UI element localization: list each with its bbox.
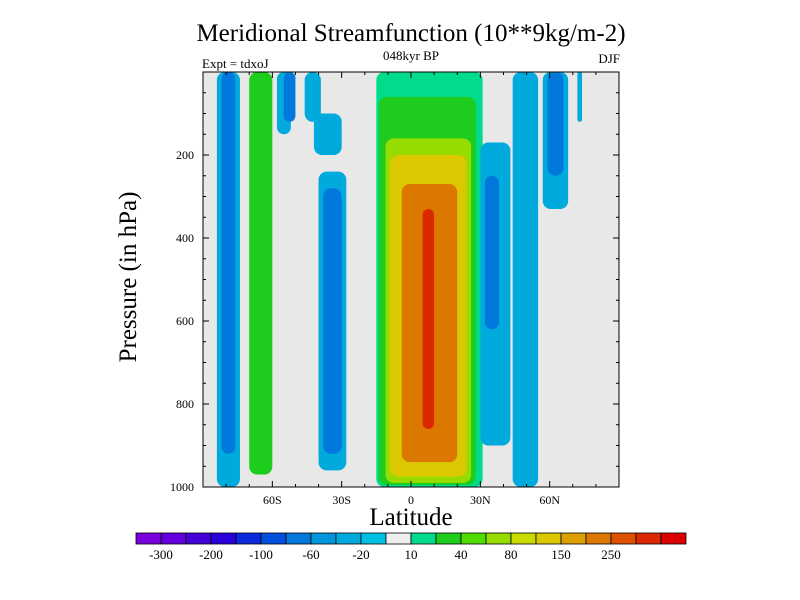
colorbar-label: -20 <box>352 547 369 562</box>
x-tick-label: 60N <box>539 493 560 507</box>
colorbar-label: 40 <box>455 547 468 562</box>
contour-cell <box>512 72 539 487</box>
colorbar-label: 250 <box>601 547 621 562</box>
colorbar-box <box>135 532 162 545</box>
colorbar-label: 10 <box>405 547 418 562</box>
contour-cell <box>547 72 564 176</box>
y-tick-label: 400 <box>176 231 194 245</box>
y-tick-label: 600 <box>176 314 194 328</box>
plot-area: 60S 30S 0 30N 60N 200 400 600 800 1000 <box>170 71 620 507</box>
colorbar-label: -100 <box>249 547 273 562</box>
contour-cell <box>323 188 342 454</box>
x-tick-label: 0 <box>408 493 414 507</box>
colorbar-label: -200 <box>199 547 223 562</box>
y-axis-label: Pressure (in hPa) <box>115 192 142 363</box>
colorbar-box <box>185 532 212 545</box>
colorbar-box <box>385 532 412 545</box>
colorbar-box <box>460 532 487 545</box>
y-axis: 200 400 600 800 1000 <box>170 71 619 494</box>
colorbar-box <box>485 532 512 545</box>
chart-subtitle: 048kyr BP <box>383 48 439 63</box>
colorbar-label: -60 <box>302 547 319 562</box>
y-tick-label: 200 <box>176 148 194 162</box>
x-tick-label: 30S <box>332 493 351 507</box>
contour-cell <box>484 175 499 330</box>
colorbar-box <box>635 532 662 545</box>
colorbar-box <box>535 532 562 545</box>
y-tick-label: 800 <box>176 397 194 411</box>
colorbar-box <box>285 532 312 545</box>
contour-cell <box>253 92 268 463</box>
colorbar-box <box>310 532 337 545</box>
colorbar-box <box>610 532 637 545</box>
x-axis: 60S 30S 0 30N 60N <box>202 72 620 507</box>
contour-cell <box>577 72 583 122</box>
colorbar-label: 150 <box>551 547 571 562</box>
chart-title: Meridional Streamfunction (10**9kg/m-2) <box>196 20 625 47</box>
colorbar-box <box>435 532 462 545</box>
colorbar-box <box>585 532 612 545</box>
contour-cell <box>221 72 236 454</box>
colorbar-label: -300 <box>149 547 173 562</box>
season-label: DJF <box>598 51 620 66</box>
colorbar-box <box>260 532 287 545</box>
colorbar-box <box>210 532 237 545</box>
contour-field <box>216 72 583 487</box>
colorbar-box <box>160 532 187 545</box>
colorbar-box <box>235 532 262 545</box>
colorbar: -300 -200 -100 -60 -20 10 40 80 150 250 <box>135 532 687 562</box>
x-tick-label: 60S <box>263 493 282 507</box>
contour-cell <box>422 208 435 429</box>
colorbar-label: 80 <box>505 547 518 562</box>
experiment-label: Expt = tdxoJ <box>202 56 269 71</box>
y-tick-label: 1000 <box>170 480 194 494</box>
colorbar-box <box>335 532 362 545</box>
colorbar-box <box>360 532 387 545</box>
colorbar-box <box>560 532 587 545</box>
colorbar-box <box>510 532 537 545</box>
x-axis-label: Latitude <box>369 504 452 531</box>
contour-cell <box>304 72 321 122</box>
colorbar-box <box>660 532 687 545</box>
contour-cell <box>283 72 296 122</box>
colorbar-box <box>410 532 437 545</box>
contour-cell <box>313 113 342 155</box>
x-tick-label: 30N <box>470 493 491 507</box>
